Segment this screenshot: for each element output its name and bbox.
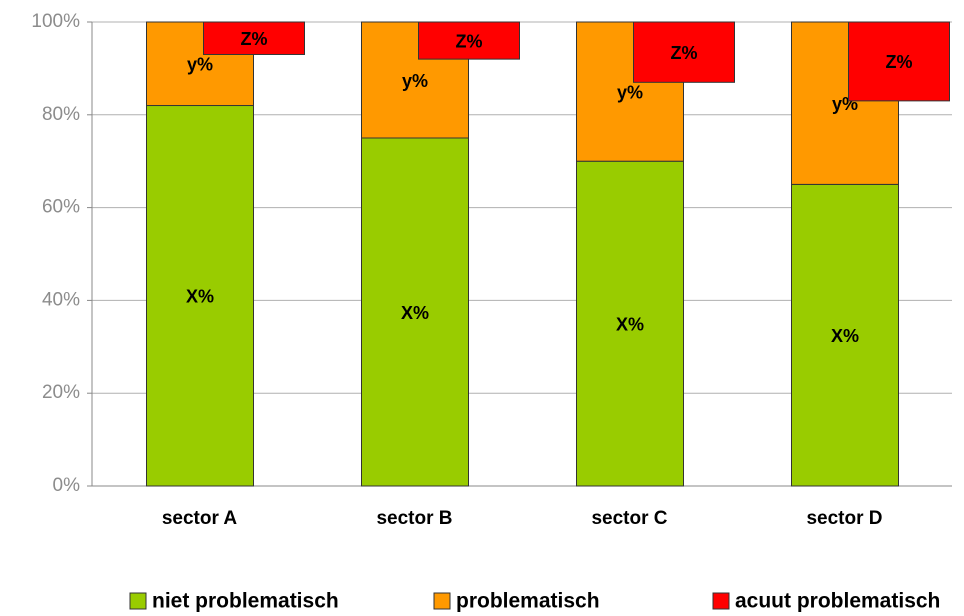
legend-swatch xyxy=(433,592,451,610)
bar-segment xyxy=(361,137,469,487)
data-label: y% xyxy=(187,55,213,75)
data-label: Z% xyxy=(886,52,913,72)
bar-segment xyxy=(146,105,254,487)
legend-label: niet problematisch xyxy=(152,590,339,613)
y-tick-label: 20% xyxy=(42,382,80,403)
legend-label: acuut problematisch xyxy=(735,590,940,613)
data-label: y% xyxy=(402,71,428,91)
y-tick-label: 0% xyxy=(53,475,81,496)
x-tick-label: sector D xyxy=(806,508,882,529)
y-tick-label: 60% xyxy=(42,197,80,218)
data-label: X% xyxy=(186,287,214,307)
x-tick-label: sector B xyxy=(376,508,452,529)
bar-segment xyxy=(418,21,520,60)
data-label: Z% xyxy=(671,43,698,63)
bar-segment xyxy=(576,160,684,487)
y-tick-label: 80% xyxy=(42,104,80,125)
x-tick-label: sector A xyxy=(162,508,238,529)
y-tick-label: 40% xyxy=(42,289,80,310)
bar-segment xyxy=(791,183,899,487)
bar-segment xyxy=(633,21,735,83)
legend-swatch xyxy=(129,592,147,610)
data-label: y% xyxy=(617,82,643,102)
bar-segment xyxy=(203,21,305,55)
legend-label: problematisch xyxy=(456,590,600,613)
bar-segment xyxy=(848,21,950,102)
x-tick-label: sector C xyxy=(591,508,667,529)
y-tick-label: 100% xyxy=(31,11,80,32)
legend-swatch xyxy=(712,592,730,610)
data-label: X% xyxy=(616,314,644,334)
data-label: X% xyxy=(831,326,859,346)
data-label: Z% xyxy=(456,31,483,51)
data-label: X% xyxy=(401,303,429,323)
data-label: Z% xyxy=(241,29,268,49)
